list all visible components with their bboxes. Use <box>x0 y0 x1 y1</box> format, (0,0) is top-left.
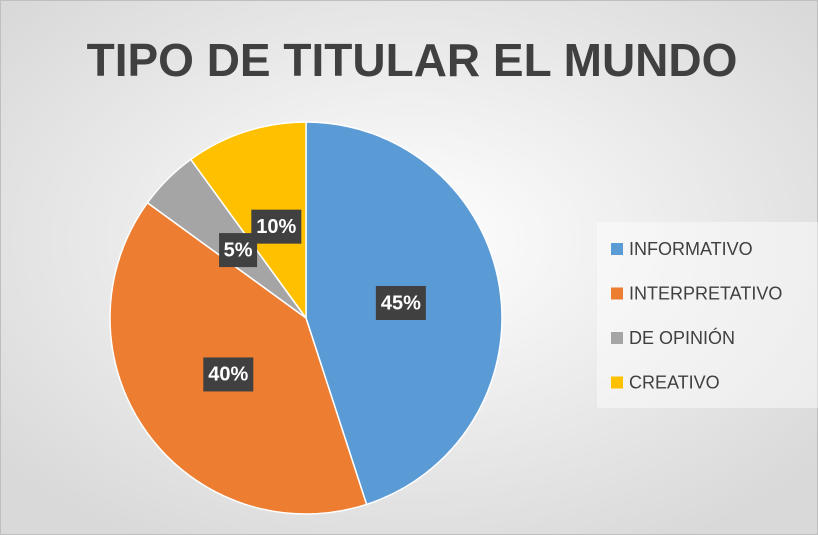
legend-label: INFORMATIVO <box>629 239 753 259</box>
pie-slice <box>189 121 307 321</box>
legend-label: CREATIVO <box>629 372 720 392</box>
legend-background <box>597 222 818 408</box>
data-label-box <box>375 285 426 320</box>
data-label: 5% <box>224 239 253 261</box>
data-label-box <box>203 357 254 392</box>
data-label-box <box>251 209 302 244</box>
data-label: 40% <box>208 364 248 386</box>
data-label-box <box>219 233 258 268</box>
legend-swatch <box>611 376 623 389</box>
legend-swatch <box>611 332 623 344</box>
legend-label: INTERPRETATIVO <box>629 283 782 303</box>
data-label: 45% <box>381 292 421 314</box>
legend-label: DE OPINIÓN <box>629 327 735 348</box>
chart-title: TIPO DE TITULAR EL MUNDO <box>87 34 738 86</box>
data-label: 10% <box>256 216 296 238</box>
legend-swatch <box>611 243 623 255</box>
legend-swatch <box>611 287 623 300</box>
